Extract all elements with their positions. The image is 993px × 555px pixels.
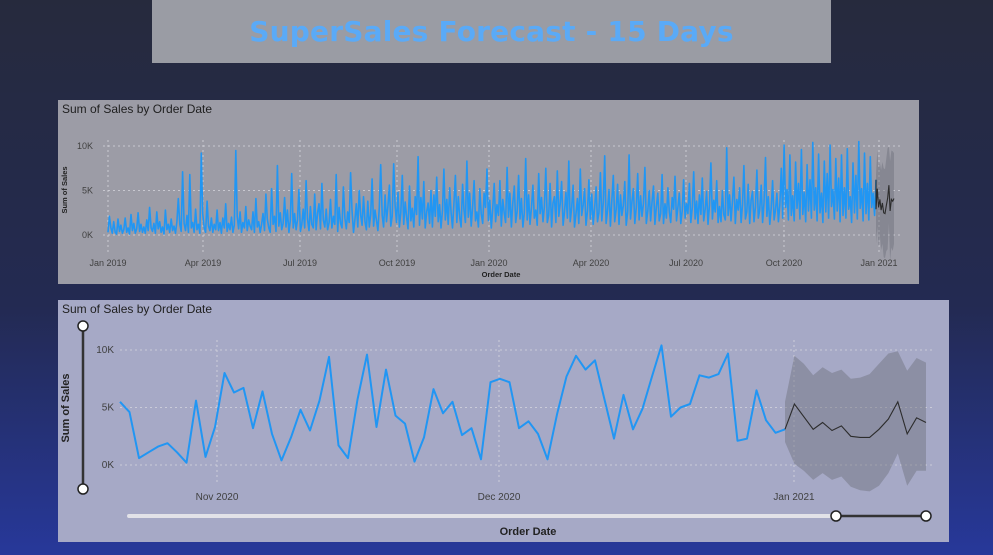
y-tick-label: 10K <box>96 345 114 356</box>
x-tick-label: Jan 2021 <box>773 492 815 503</box>
y-axis-title: Sum of Sales <box>60 373 72 442</box>
x-tick-label: Jul 2019 <box>283 258 317 268</box>
forecast-line[interactable] <box>875 179 895 215</box>
overview-line-chart[interactable]: 0K 5K 10K Jan 2019 Apr 2019 Jul 2019 Oct 2019 J… <box>58 100 919 284</box>
overview-chart-title: Sum of Sales by Order Date <box>62 102 213 116</box>
x-axis-title: Order Date <box>500 526 557 538</box>
report-title: SuperSales Forecast - 15 Days <box>249 15 734 48</box>
x-tick-label: Jan 2021 <box>860 258 897 268</box>
x-tick-label: Jan 2019 <box>89 258 126 268</box>
x-tick-label: Dec 2020 <box>478 492 521 503</box>
y-tick-label: 0K <box>82 230 93 240</box>
detail-chart-panel[interactable]: Sum of Sales by Order Date 0K 5K 10K Nov 20… <box>58 300 949 542</box>
forecast-line[interactable] <box>784 400 927 438</box>
detail-line-chart[interactable]: 0K 5K 10K Nov 2020 Dec 2020 Jan 2021 Order Dat… <box>58 300 949 542</box>
x-tick-label: Jan 2020 <box>470 258 507 268</box>
sales-series-line[interactable] <box>119 344 786 464</box>
x-tick-label: Apr 2019 <box>185 258 222 268</box>
x-tick-label: Oct 2020 <box>766 258 803 268</box>
y-axis-title: Sum of Sales <box>60 166 69 213</box>
x-tick-label: Jul 2020 <box>669 258 703 268</box>
y-range-slider-max-handle[interactable] <box>77 320 89 332</box>
sales-series-line[interactable] <box>107 140 877 235</box>
forecast-confidence-band <box>876 146 894 261</box>
report-title-banner: SuperSales Forecast - 15 Days <box>152 0 831 63</box>
x-tick-label: Nov 2020 <box>196 492 239 503</box>
x-range-slider-end-handle[interactable] <box>920 510 932 522</box>
y-tick-label: 5K <box>102 403 115 414</box>
x-axis-title: Order Date <box>482 270 521 279</box>
x-range-slider-start-handle[interactable] <box>830 510 842 522</box>
x-tick-label: Oct 2019 <box>379 258 416 268</box>
forecast-confidence-band <box>785 351 926 492</box>
y-tick-label: 0K <box>102 460 115 471</box>
y-tick-label: 5K <box>82 186 93 196</box>
detail-chart-title: Sum of Sales by Order Date <box>62 302 213 316</box>
overview-chart-panel[interactable]: Sum of Sales by Order Date 0K 5K 10K Jan 20… <box>58 100 919 284</box>
y-range-slider-min-handle[interactable] <box>77 483 89 495</box>
y-tick-label: 10K <box>77 141 93 151</box>
x-tick-label: Apr 2020 <box>573 258 610 268</box>
